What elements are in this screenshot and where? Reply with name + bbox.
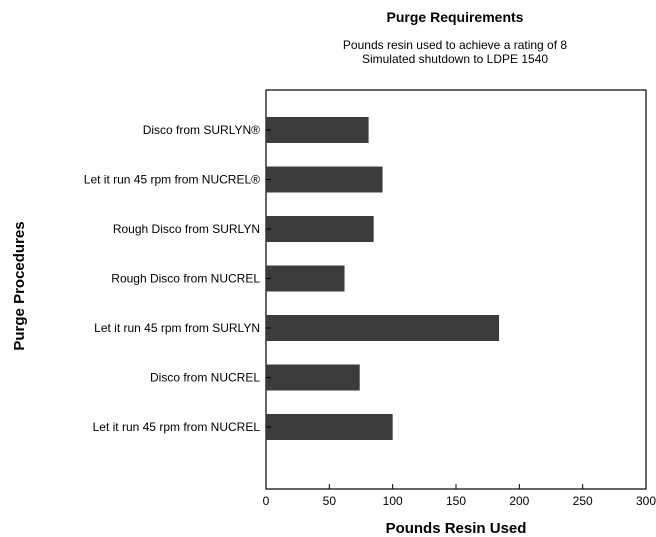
chart-subtitle-line1: Pounds resin used to achieve a rating of… [342, 38, 568, 52]
x-tick-label: 0 [263, 494, 270, 508]
y-axis-label: Purge Procedures [11, 221, 28, 350]
bar [266, 166, 383, 193]
category-labels-group: Disco from SURLYN® Let it run 45 rpm from… [84, 123, 271, 434]
category-label: Disco from NUCREL [150, 371, 260, 385]
x-tick-label: 200 [509, 494, 529, 508]
bar [266, 364, 360, 391]
x-ticks-group: 0 50 100 150 200 250 300 [263, 484, 656, 508]
x-tick-label: 250 [573, 494, 593, 508]
x-tick-label: 50 [323, 494, 337, 508]
category-label: Let it run 45 rpm from NUCREL® [84, 173, 260, 187]
chart-title: Purge Requirements [386, 9, 524, 25]
bar [266, 315, 500, 341]
bar [266, 414, 393, 440]
chart-subtitle-line2: Simulated shutdown to LDPE 1540 [361, 52, 549, 66]
bar [266, 117, 369, 143]
x-tick-label: 150 [446, 494, 466, 508]
category-label: Let it run 45 rpm from SURLYN [94, 321, 260, 335]
bars-group [266, 117, 500, 440]
bar [266, 216, 374, 242]
category-label: Rough Disco from NUCREL [111, 272, 260, 286]
x-tick-label: 100 [383, 494, 403, 508]
bar [266, 265, 345, 292]
category-label: Disco from SURLYN® [143, 123, 260, 137]
category-label: Rough Disco from SURLYN [113, 222, 260, 236]
x-tick-label: 300 [636, 494, 656, 508]
category-label: Let it run 45 rpm from NUCREL [93, 420, 261, 434]
x-axis-label: Pounds Resin Used [386, 520, 527, 537]
